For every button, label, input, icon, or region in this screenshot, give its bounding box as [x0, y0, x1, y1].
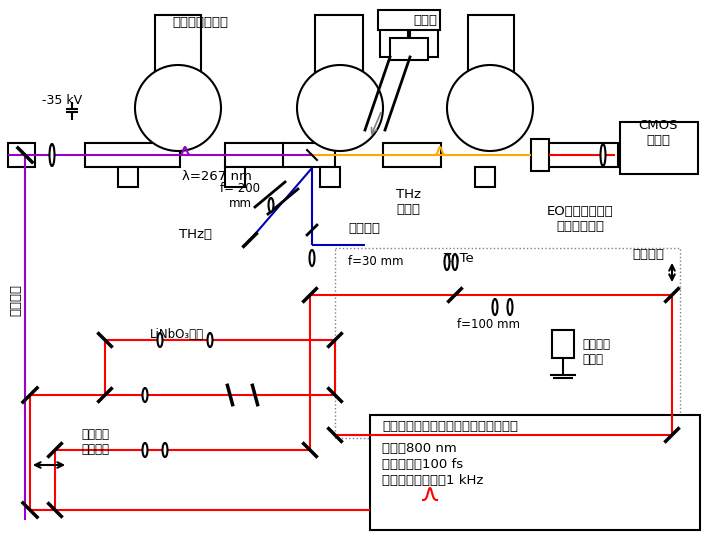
Bar — [531, 139, 549, 171]
Bar — [283, 143, 335, 167]
Text: LiNbO₃結晶: LiNbO₃結晶 — [150, 328, 204, 341]
Ellipse shape — [493, 299, 498, 315]
Text: EOサンプリング
セットアップ: EOサンプリング セットアップ — [547, 205, 613, 233]
Bar — [225, 143, 285, 167]
Bar — [620, 122, 698, 174]
Ellipse shape — [207, 333, 212, 347]
Bar — [475, 167, 495, 187]
Text: f=100 mm: f=100 mm — [457, 318, 520, 331]
Bar — [320, 167, 340, 187]
Text: THz
共振器: THz 共振器 — [395, 188, 420, 216]
Text: -35 kV: -35 kV — [42, 94, 82, 106]
Circle shape — [135, 65, 221, 151]
Ellipse shape — [601, 144, 606, 166]
Bar — [225, 167, 245, 187]
Bar — [8, 143, 35, 167]
Ellipse shape — [508, 299, 513, 315]
Ellipse shape — [143, 443, 148, 457]
Text: f= 200
mm: f= 200 mm — [220, 182, 260, 210]
Ellipse shape — [50, 144, 55, 166]
Ellipse shape — [143, 388, 148, 402]
Ellipse shape — [310, 250, 315, 266]
Text: λ=267 nm: λ=267 nm — [182, 170, 252, 183]
Bar — [552, 330, 574, 358]
Bar — [335, 248, 680, 438]
Bar — [315, 15, 363, 110]
Bar — [378, 10, 440, 30]
Text: 光学遅延: 光学遅延 — [632, 248, 664, 261]
Ellipse shape — [163, 443, 168, 457]
Bar — [380, 12, 408, 57]
Ellipse shape — [444, 254, 449, 270]
Text: バランス
検出器: バランス 検出器 — [582, 338, 610, 366]
Text: チタンサファイアフェムト秒レーザー: チタンサファイアフェムト秒レーザー — [382, 420, 518, 433]
Bar — [410, 12, 438, 57]
Text: THz波: THz波 — [178, 228, 212, 241]
Circle shape — [297, 65, 383, 151]
Ellipse shape — [158, 333, 163, 347]
Bar — [383, 143, 441, 167]
Text: ZnTe: ZnTe — [442, 252, 474, 265]
Bar — [155, 15, 201, 110]
Text: 繰り返し周波数　1 kHz: 繰り返し周波数 1 kHz — [382, 474, 484, 487]
Text: 回折格子
光学遅延: 回折格子 光学遅延 — [81, 428, 109, 456]
Bar — [118, 167, 138, 187]
Bar — [468, 15, 514, 110]
Bar — [390, 38, 428, 60]
Bar — [85, 143, 180, 167]
Text: パルス幅　100 fs: パルス幅 100 fs — [382, 458, 463, 471]
Text: CMOS
カメラ: CMOS カメラ — [638, 119, 678, 147]
Text: f=30 mm: f=30 mm — [348, 255, 403, 268]
Bar — [370, 415, 700, 530]
Ellipse shape — [268, 198, 273, 212]
Text: 波長変抚: 波長変抚 — [9, 284, 23, 316]
Text: 電磁石: 電磁石 — [413, 14, 437, 27]
Bar — [533, 143, 618, 167]
Text: 波長　800 nm: 波長 800 nm — [382, 442, 457, 455]
Circle shape — [447, 65, 533, 151]
Text: アノード: アノード — [348, 222, 380, 235]
Ellipse shape — [452, 254, 457, 270]
Text: フォトカソード: フォトカソード — [172, 16, 228, 29]
